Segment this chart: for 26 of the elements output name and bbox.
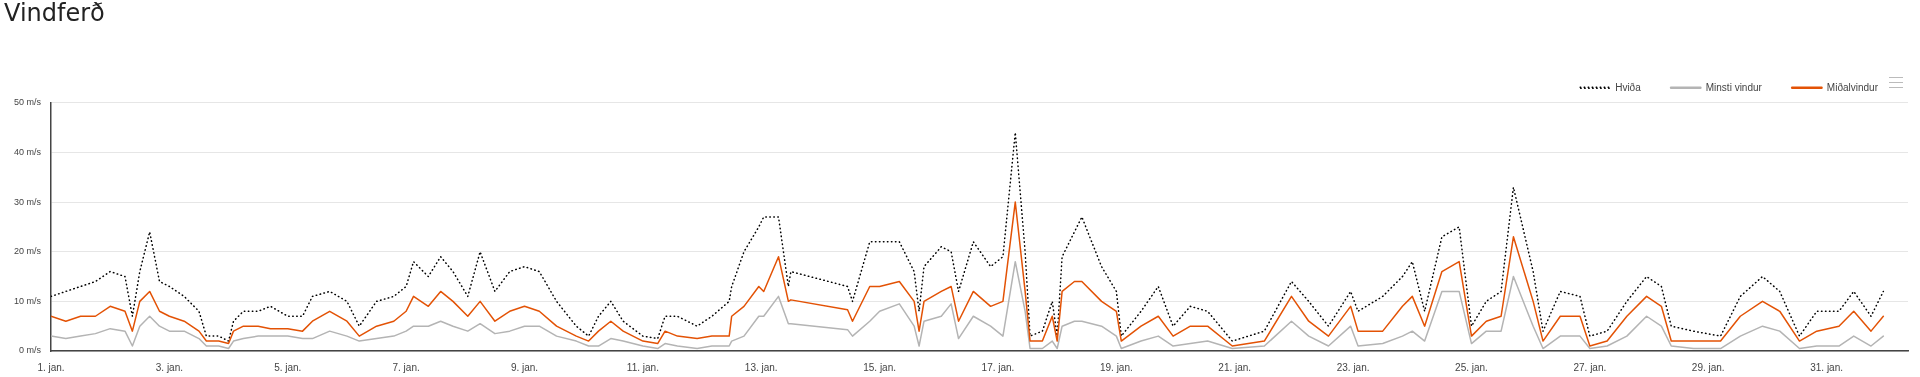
y-tick-label: 20 m/s	[13, 246, 42, 257]
x-tick-label: 27. jan.	[1573, 361, 1607, 373]
x-tick-label: 3. jan.	[155, 361, 184, 373]
x-tick-label: 31. jan.	[1810, 361, 1844, 373]
x-tick-label: 5. jan.	[274, 361, 302, 373]
x-tick-label: 29. jan.	[1691, 361, 1725, 373]
x-tick-label: 21. jan.	[1218, 361, 1252, 373]
x-tick-label: 17. jan.	[981, 361, 1015, 373]
y-tick-label: 30 m/s	[13, 196, 42, 207]
y-tick-label: 10 m/s	[13, 295, 42, 306]
x-tick-label: 9. jan.	[510, 361, 539, 373]
x-tick-label: 25. jan.	[1455, 361, 1488, 373]
x-tick-label: 1. jan.	[37, 361, 65, 373]
x-tick-label: 23. jan.	[1336, 361, 1370, 373]
y-tick-label: 50 m/s	[13, 97, 42, 108]
legend-label: Miðalvindur	[1826, 81, 1879, 93]
x-tick-label: 11. jan.	[626, 361, 659, 373]
x-tick-label: 13. jan.	[744, 361, 778, 373]
y-tick-label: 0 m/s	[18, 345, 42, 356]
legend-label: Hviða	[1615, 81, 1642, 93]
y-tick-label: 40 m/s	[13, 146, 42, 157]
chart-title: Vindferð	[4, 0, 105, 27]
legend-label: Minsti vindur	[1705, 81, 1763, 93]
x-tick-label: 19. jan.	[1099, 361, 1133, 373]
x-tick-label: 15. jan.	[863, 361, 897, 373]
x-tick-label: 7. jan.	[392, 361, 420, 373]
